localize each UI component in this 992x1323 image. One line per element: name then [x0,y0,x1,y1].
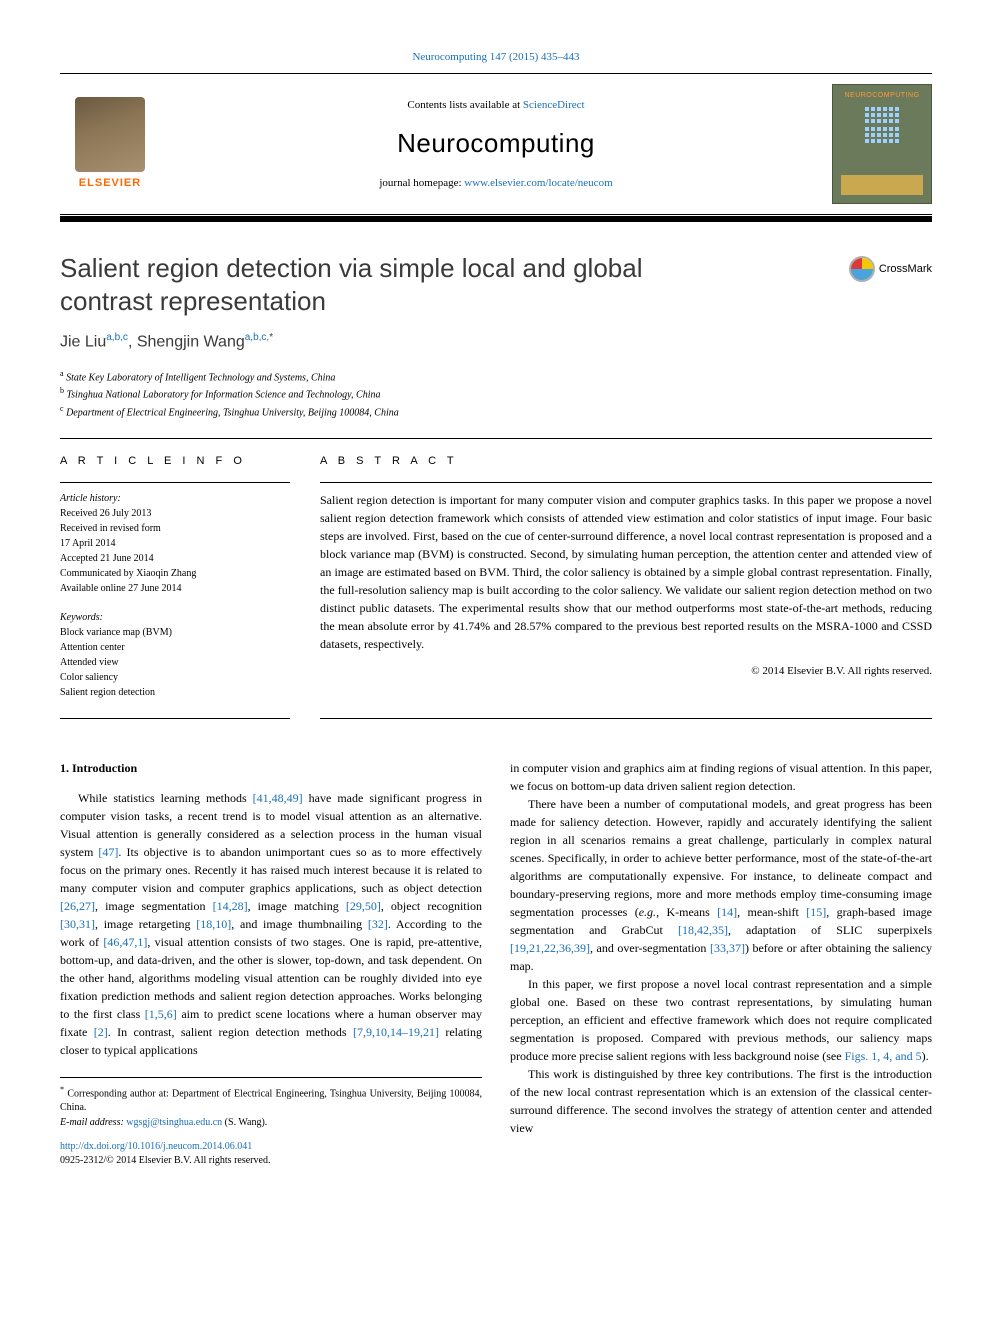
journal-title: Neurocomputing [160,125,832,161]
citation-link-anchor[interactable]: Neurocomputing 147 (2015) 435–443 [412,51,579,63]
abstract-column: A B S T R A C T Salient region detection… [320,453,932,714]
doi-link[interactable]: http://dx.doi.org/10.1016/j.neucom.2014.… [60,1141,252,1152]
cover-band-icon [841,175,923,195]
crossmark-badge[interactable]: CrossMark [849,256,932,282]
section-1-heading: 1. Introduction [60,759,482,777]
ref-link[interactable]: [1,5,6] [145,1007,177,1021]
fig-link[interactable]: Figs. 1, 4, and 5 [845,1049,922,1063]
ref-link[interactable]: [33,37] [710,941,745,955]
author-sep: , [128,334,137,351]
ref-link[interactable]: [18,10] [196,917,231,931]
affiliation-b: b Tsinghua National Laboratory for Infor… [60,385,932,402]
meta-rule-1 [60,482,290,483]
history-line: Available online 27 June 2014 [60,581,290,596]
abstract-label: A B S T R A C T [320,453,932,470]
cover-grid2-icon [865,127,899,143]
elsevier-tree-icon [75,97,145,172]
rule-after-meta [60,718,290,719]
intro-p4: This work is distinguished by three key … [510,1065,932,1137]
ref-link[interactable]: [2] [94,1025,108,1039]
journal-header: ELSEVIER Contents lists available at Sci… [60,73,932,215]
issn-copyright: 0925-2312/© 2014 Elsevier B.V. All right… [60,1155,270,1166]
ref-link[interactable]: [7,9,10,14–19,21] [353,1025,439,1039]
ref-link[interactable]: [14,28] [213,899,248,913]
history-header: Article history: [60,491,290,506]
rule-before-meta [60,438,932,439]
abstract-text: Salient region detection is important fo… [320,491,932,653]
ref-link[interactable]: [29,50] [346,899,381,913]
header-rule [60,216,932,222]
email-link[interactable]: wgsgj@tsinghua.edu.cn [126,1117,222,1128]
sciencedirect-link[interactable]: ScienceDirect [523,99,585,111]
journal-cover-thumb: NEUROCOMPUTING [832,84,932,204]
abstract-copyright: © 2014 Elsevier B.V. All rights reserved… [320,663,932,680]
ref-link[interactable]: [14] [717,905,737,919]
keyword: Attended view [60,655,290,670]
keyword: Salient region detection [60,685,290,700]
authors: Jie Liua,b,c, Shengjin Wanga,b,c,* [60,331,932,354]
intro-p2: There have been a number of computationa… [510,795,932,975]
ref-link[interactable]: [18,42,35] [678,923,728,937]
publisher-logo: ELSEVIER [60,97,160,191]
rule-after-abstract [320,718,932,719]
history-line: Received in revised form [60,521,290,536]
homepage-line: journal homepage: www.elsevier.com/locat… [160,176,832,191]
paper-title-line1: Salient region detection via simple loca… [60,253,642,283]
keyword: Color saliency [60,670,290,685]
ref-link[interactable]: [41,48,49] [253,791,303,805]
ref-link[interactable]: [47] [98,845,118,859]
paper-title-line2: contrast representation [60,286,326,316]
intro-p1-cont: in computer vision and graphics aim at f… [510,759,932,795]
citation-link: Neurocomputing 147 (2015) 435–443 [60,50,932,65]
email-line: E-mail address: wgsgj@tsinghua.edu.cn (S… [60,1116,482,1131]
author-2-sup[interactable]: a,b,c, [245,332,269,343]
history-line: Accepted 21 June 2014 [60,551,290,566]
ref-link[interactable]: [30,31] [60,917,95,931]
ref-link[interactable]: [32] [368,917,388,931]
ref-link[interactable]: [46,47,1] [103,935,147,949]
article-history: Article history: Received 26 July 2013 R… [60,491,290,596]
abstract-rule [320,482,932,483]
cover-title: NEUROCOMPUTING [844,91,919,101]
history-line: Received 26 July 2013 [60,506,290,521]
corresponding-author-note: * Corresponding author at: Department of… [60,1084,482,1116]
corr-marker: * [269,332,273,343]
affiliation-c: c Department of Electrical Engineering, … [60,403,932,420]
publisher-name: ELSEVIER [79,176,141,191]
intro-p3: In this paper, we first propose a novel … [510,975,932,1065]
keyword: Attention center [60,640,290,655]
body-text: 1. Introduction While statistics learnin… [60,759,932,1169]
crossmark-label: CrossMark [879,262,932,277]
ref-link[interactable]: [19,21,22,36,39] [510,941,590,955]
keyword: Block variance map (BVM) [60,625,290,640]
affiliation-a: a State Key Laboratory of Intelligent Te… [60,368,932,385]
affiliations: a State Key Laboratory of Intelligent Te… [60,368,932,420]
footnote-block: * Corresponding author at: Department of… [60,1077,482,1169]
history-line: Communicated by Xiaoqin Zhang [60,566,290,581]
history-line: 17 April 2014 [60,536,290,551]
keywords-header: Keywords: [60,610,290,625]
ref-link[interactable]: [15] [806,905,826,919]
author-1-sup[interactable]: a,b,c [106,332,128,343]
author-1: Jie Liu [60,334,106,351]
contents-line: Contents lists available at ScienceDirec… [160,98,832,113]
article-info-label: A R T I C L E I N F O [60,453,290,470]
ref-link[interactable]: [26,27] [60,899,95,913]
journal-homepage-link[interactable]: www.elsevier.com/locate/neucom [464,177,612,189]
author-2: Shengjin Wang [137,334,245,351]
keywords-block: Keywords: Block variance map (BVM) Atten… [60,610,290,700]
homepage-prefix: journal homepage: [379,177,464,189]
article-info-column: A R T I C L E I N F O Article history: R… [60,453,290,714]
cover-grid-icon [865,107,899,123]
paper-title: Salient region detection via simple loca… [60,252,760,317]
intro-p1: While statistics learning methods [41,48… [60,789,482,1059]
contents-prefix: Contents lists available at [407,99,522,111]
crossmark-icon [849,256,875,282]
